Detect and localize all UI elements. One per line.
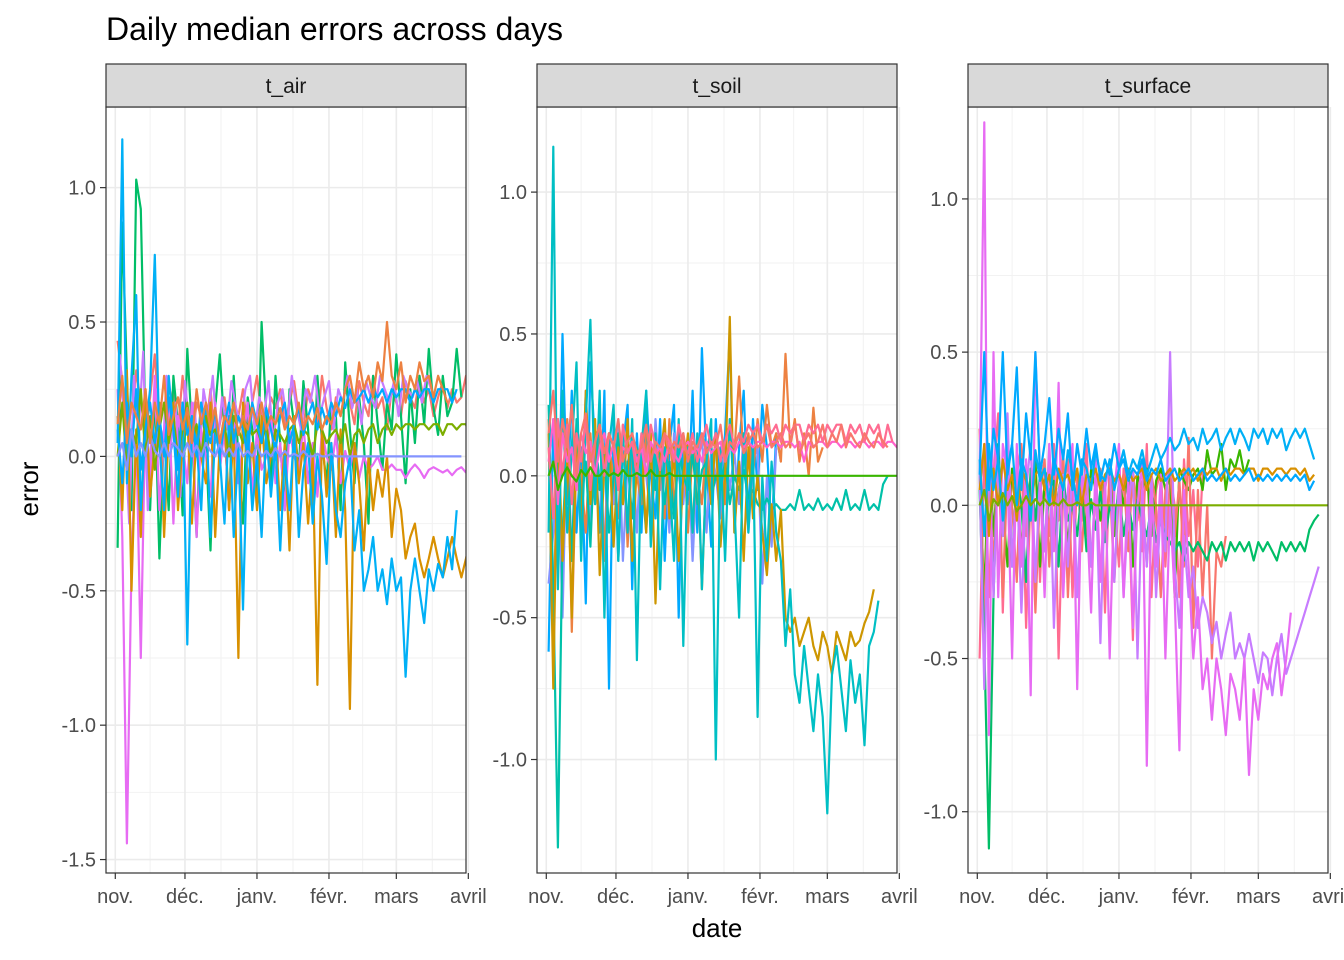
x-tick-label: janv. [667, 886, 709, 908]
y-tick-label: 0.5 [499, 324, 527, 346]
strip-label: t_surface [1105, 75, 1191, 98]
y-tick-label: 1.0 [68, 178, 96, 200]
series-group [547, 145, 897, 849]
series-group [978, 121, 1328, 850]
x-tick-label: avril [1312, 886, 1344, 908]
x-tick-label: nov. [959, 886, 995, 908]
series-line [978, 351, 1316, 492]
x-tick-label: nov. [97, 886, 133, 908]
x-tick-label: févr. [741, 886, 779, 908]
series-line [978, 121, 1292, 777]
series-line [116, 388, 466, 471]
series-line [116, 320, 449, 445]
x-tick-label: janv. [1098, 886, 1140, 908]
y-tick-label: -0.5 [924, 649, 958, 671]
series-line [547, 145, 880, 815]
y-tick-label: 0.0 [68, 446, 96, 468]
y-tick-label: -1.5 [62, 850, 96, 872]
x-tick-label: mars [1236, 886, 1280, 908]
y-tick-label: 0.0 [930, 495, 958, 517]
y-tick-label: -1.0 [924, 802, 958, 824]
y-tick-label: 0.5 [930, 342, 958, 364]
strip-label: t_air [266, 75, 307, 98]
y-tick-label: -0.5 [493, 608, 527, 630]
x-tick-label: avril [450, 886, 487, 908]
series-line [116, 428, 462, 471]
series-line [547, 389, 889, 477]
strip-background [536, 63, 898, 108]
x-tick-label: nov. [528, 886, 564, 908]
series-line [978, 351, 1320, 697]
x-tick-label: févr. [1172, 886, 1210, 908]
series-line [978, 488, 1328, 522]
x-tick-label: avril [881, 886, 918, 908]
series-group [116, 138, 466, 845]
series-line [978, 442, 1315, 538]
y-tick-label: 0.0 [499, 466, 527, 488]
panel-t_surface: t_surface 1.0 0.5 0.0 -0.5 -1.0 nov. déc. janv. f… [924, 63, 1344, 908]
series-line [547, 460, 897, 492]
x-tick-label: mars [374, 886, 418, 908]
series-line [978, 427, 1316, 538]
x-tick-label: janv. [236, 886, 278, 908]
series-line [547, 418, 894, 520]
x-tick-label: mars [805, 886, 849, 908]
y-tick-label: -1.0 [62, 715, 96, 737]
x-tick-label: déc. [166, 886, 204, 908]
strip-background [105, 63, 467, 108]
x-tick-label: févr. [310, 886, 348, 908]
x-axis-title: date [692, 913, 743, 943]
x-tick-label: déc. [597, 886, 635, 908]
y-tick-label: -1.0 [493, 750, 527, 772]
panel-t_soil: t_soil 1.0 0.5 0.0 -0.5 -1.0 nov. déc. janv. févr… [493, 63, 918, 908]
x-tick-label: déc. [1028, 886, 1066, 908]
y-tick-label: -0.5 [62, 581, 96, 603]
y-tick-label: 1.0 [930, 189, 958, 211]
strip-label: t_soil [692, 75, 741, 98]
y-tick-label: 0.5 [68, 312, 96, 334]
y-axis-title: error [14, 461, 44, 516]
y-tick-label: 1.0 [499, 182, 527, 204]
strip-background [967, 63, 1329, 108]
chart-title: Daily median errors across days [106, 11, 563, 47]
